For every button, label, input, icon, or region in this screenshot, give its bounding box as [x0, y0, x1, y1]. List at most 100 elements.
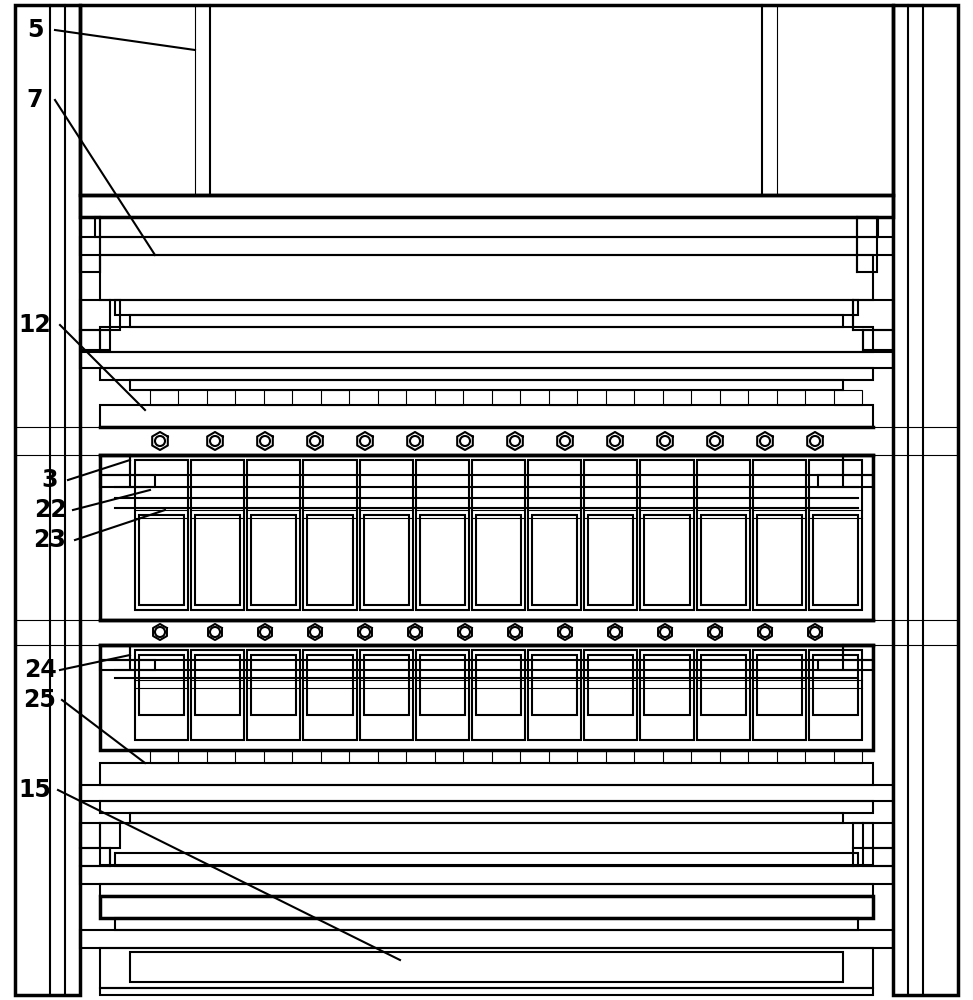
Bar — [80, 785, 893, 801]
Bar — [640, 650, 694, 740]
Bar — [100, 645, 873, 750]
Bar — [100, 327, 873, 352]
Bar — [150, 390, 178, 405]
Bar — [528, 650, 581, 740]
Bar — [701, 655, 745, 715]
Bar — [753, 460, 806, 610]
Bar — [191, 460, 244, 610]
Bar — [80, 237, 893, 255]
Bar — [15, 5, 80, 995]
Bar — [584, 460, 637, 610]
Bar — [95, 217, 878, 237]
Bar — [100, 455, 130, 475]
Bar — [777, 390, 805, 405]
Bar — [640, 460, 694, 610]
Bar — [100, 763, 873, 785]
Bar — [80, 5, 893, 195]
Bar — [100, 884, 873, 896]
Bar — [378, 750, 406, 763]
Bar — [196, 655, 240, 715]
Bar — [843, 455, 873, 475]
Bar — [863, 848, 893, 866]
Bar — [304, 650, 357, 740]
Bar — [697, 460, 749, 610]
Bar — [307, 515, 352, 605]
Bar — [100, 455, 873, 620]
Bar — [100, 988, 873, 995]
Bar — [130, 315, 843, 327]
Bar — [812, 515, 858, 605]
Bar — [818, 660, 873, 670]
Bar — [378, 390, 406, 405]
Bar — [150, 750, 178, 763]
Bar — [247, 650, 301, 740]
Bar — [757, 655, 802, 715]
Bar — [589, 515, 633, 605]
Bar — [701, 515, 745, 605]
Bar — [139, 655, 184, 715]
Bar — [532, 655, 577, 715]
Bar — [843, 645, 873, 660]
Bar — [419, 515, 465, 605]
Bar — [115, 918, 858, 930]
Bar — [247, 460, 301, 610]
Bar — [720, 750, 748, 763]
Bar — [80, 300, 120, 330]
Bar — [100, 896, 873, 918]
Bar — [304, 460, 357, 610]
Bar — [492, 390, 520, 405]
Bar — [584, 650, 637, 740]
Bar — [663, 750, 691, 763]
Bar — [435, 750, 463, 763]
Bar — [80, 930, 893, 948]
Bar — [589, 655, 633, 715]
Bar — [251, 515, 297, 605]
Bar — [191, 650, 244, 740]
Bar — [415, 460, 469, 610]
Bar — [130, 952, 843, 982]
Bar — [532, 515, 577, 605]
Bar — [476, 515, 522, 605]
Bar — [100, 645, 130, 660]
Bar — [697, 650, 749, 740]
Bar — [812, 655, 858, 715]
Text: 23: 23 — [33, 528, 66, 552]
Bar — [549, 750, 577, 763]
Bar — [435, 390, 463, 405]
Bar — [364, 655, 409, 715]
Bar — [196, 515, 240, 605]
Bar — [80, 217, 100, 272]
Bar — [834, 390, 862, 405]
Bar — [549, 390, 577, 405]
Bar — [80, 848, 110, 866]
Text: 12: 12 — [18, 313, 52, 337]
Bar — [115, 300, 858, 315]
Bar — [606, 390, 634, 405]
Bar — [472, 650, 525, 740]
Bar — [492, 750, 520, 763]
Bar — [818, 475, 873, 487]
Bar — [100, 948, 873, 988]
Bar — [853, 823, 893, 848]
Bar — [364, 515, 409, 605]
Bar — [360, 460, 413, 610]
Bar — [757, 515, 802, 605]
Bar — [853, 300, 893, 330]
Bar — [130, 813, 843, 823]
Text: 24: 24 — [23, 658, 56, 682]
Text: 22: 22 — [34, 498, 66, 522]
Bar — [834, 750, 862, 763]
Bar — [135, 650, 188, 740]
Bar — [207, 390, 235, 405]
Bar — [809, 650, 862, 740]
Bar — [115, 853, 858, 866]
Bar — [360, 650, 413, 740]
Bar — [415, 650, 469, 740]
Bar — [528, 460, 581, 610]
Bar — [100, 405, 873, 427]
Bar — [100, 255, 873, 300]
Bar — [139, 515, 184, 605]
Bar — [777, 750, 805, 763]
Bar — [419, 655, 465, 715]
Bar — [100, 475, 155, 487]
